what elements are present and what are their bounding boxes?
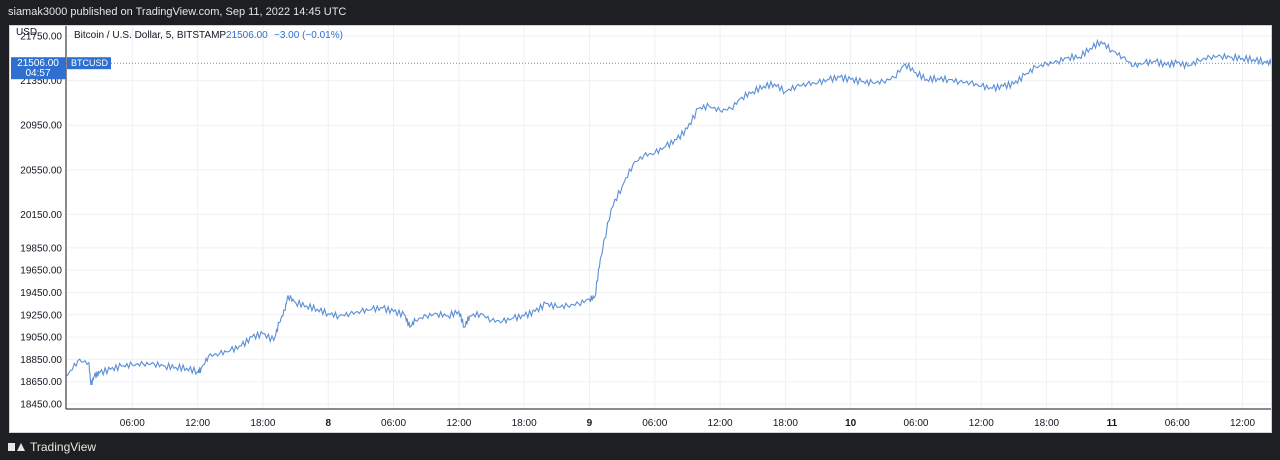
bar-countdown: 04:57 xyxy=(25,68,50,79)
symbol-tag-bg xyxy=(67,57,111,70)
time-tick-label: 18:00 xyxy=(773,418,798,429)
time-tick-label: 06:00 xyxy=(120,418,145,429)
price-tick-label: 21750.00 xyxy=(20,32,62,43)
time-tick-label: 06:00 xyxy=(903,418,928,429)
time-tick-label: 12:00 xyxy=(969,418,994,429)
tradingview-logo-icon xyxy=(8,441,25,453)
footer-brand: TradingView xyxy=(30,440,97,454)
price-tick-label: 18850.00 xyxy=(20,355,62,366)
price-tick-label: 20150.00 xyxy=(20,210,62,221)
time-tick-label: 18:00 xyxy=(1034,418,1059,429)
last-price-value: 21506.00 xyxy=(17,58,59,69)
price-tick-label: 19450.00 xyxy=(20,288,62,299)
grid-lines xyxy=(67,26,1271,409)
last-price-tag-bg xyxy=(11,57,66,80)
legend-title: Bitcoin / U.S. Dollar, 5, BITSTAMP xyxy=(74,30,226,41)
footer: TradingView xyxy=(8,436,96,458)
legend-change: −3.00 (−0.01%) xyxy=(274,30,343,41)
legend[interactable]: Bitcoin / U.S. Dollar, 5, BITSTAMP 21506… xyxy=(74,30,343,41)
btcusd-price-line xyxy=(66,38,1271,386)
time-tick-label: 06:00 xyxy=(381,418,406,429)
time-tick-label: 10 xyxy=(845,418,857,429)
price-tick-label: 20950.00 xyxy=(20,121,62,132)
time-tick-label: 12:00 xyxy=(708,418,733,429)
symbol-tag-label: BTCUSD xyxy=(71,58,109,68)
time-tick-label: 06:00 xyxy=(1165,418,1190,429)
price-axis: 21750.00 21350.00 20950.00 20550.00 20150.00… xyxy=(20,32,62,411)
price-tick-label: 19050.00 xyxy=(20,333,62,344)
time-tick-label: 12:00 xyxy=(185,418,210,429)
chart-frame[interactable]: USD 21750.00 21350.00 20950.00 20550.00 2015… xyxy=(9,25,1272,433)
price-tick-label: 18450.00 xyxy=(20,400,62,411)
price-tick-label: 21350.00 xyxy=(20,76,62,87)
last-price-tag: 21506.00 04:57 xyxy=(11,57,66,80)
price-tick-label: 19250.00 xyxy=(20,310,62,321)
price-tick-label: 19650.00 xyxy=(20,266,62,277)
time-axis[interactable]: 06:00 12:00 18:00 8 06:00 12:00 18:00 9 06:00 12:… xyxy=(120,418,1256,429)
time-tick-label: 06:00 xyxy=(642,418,667,429)
publish-header: siamak3000 published on TradingView.com,… xyxy=(0,0,1280,25)
price-tick-label: 19850.00 xyxy=(20,243,62,254)
symbol-tag: BTCUSD xyxy=(67,57,111,70)
price-axis-panel[interactable] xyxy=(10,26,66,409)
time-tick-label: 12:00 xyxy=(1230,418,1255,429)
time-tick-label: 8 xyxy=(325,418,331,429)
time-tick-label: 18:00 xyxy=(250,418,275,429)
currency-label: USD xyxy=(16,27,37,38)
time-tick-label: 12:00 xyxy=(446,418,471,429)
price-chart[interactable]: USD 21750.00 21350.00 20950.00 20550.00 2015… xyxy=(10,26,1272,433)
price-tick-label: 20550.00 xyxy=(20,165,62,176)
price-tick-label: 18650.00 xyxy=(20,377,62,388)
publish-header-text: siamak3000 published on TradingView.com,… xyxy=(8,6,347,18)
legend-price: 21506.00 xyxy=(226,30,268,41)
time-tick-label: 18:00 xyxy=(512,418,537,429)
time-tick-label: 9 xyxy=(587,418,593,429)
time-tick-label: 11 xyxy=(1107,418,1118,429)
